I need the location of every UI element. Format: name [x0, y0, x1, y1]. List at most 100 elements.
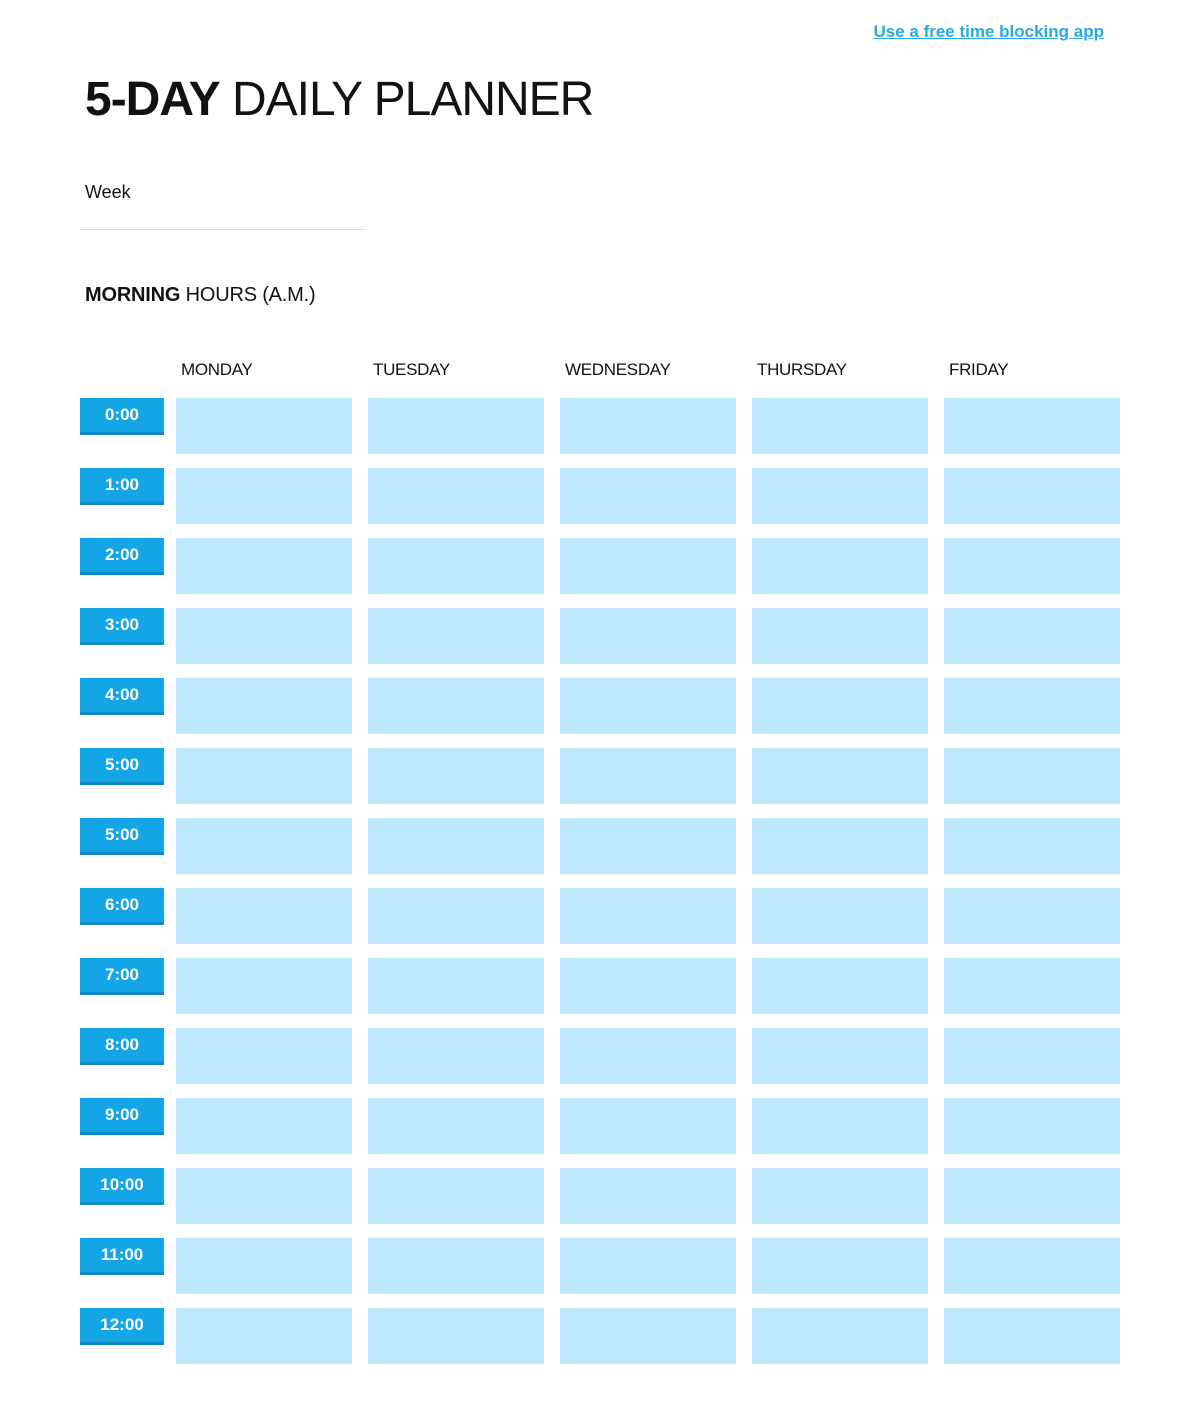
- time-label-wrap: 6:00: [80, 888, 176, 925]
- planner-cell-wednesday-2[interactable]: [560, 538, 736, 594]
- week-field: Week: [80, 182, 365, 230]
- planner-cell-wednesday-5[interactable]: [560, 748, 736, 804]
- planner-cell-friday-13[interactable]: [944, 1308, 1120, 1364]
- planner-cell-monday-1[interactable]: [176, 468, 352, 524]
- time-label: 12:00: [80, 1308, 164, 1345]
- time-label-wrap: 5:00: [80, 748, 176, 785]
- planner-cell-thursday-1[interactable]: [752, 468, 928, 524]
- planner-cell-friday-11[interactable]: [944, 1168, 1120, 1224]
- planner-cell-tuesday-0[interactable]: [368, 398, 544, 454]
- planner-cell-thursday-12[interactable]: [752, 1238, 928, 1294]
- planner-cell-thursday-5[interactable]: [752, 748, 928, 804]
- planner-cell-monday-11[interactable]: [176, 1168, 352, 1224]
- planner-cell-monday-6[interactable]: [176, 818, 352, 874]
- planner-cell-thursday-4[interactable]: [752, 678, 928, 734]
- planner-cell-monday-8[interactable]: [176, 958, 352, 1014]
- time-label-wrap: 11:00: [80, 1238, 176, 1275]
- planner-cell-tuesday-12[interactable]: [368, 1238, 544, 1294]
- planner-cell-friday-0[interactable]: [944, 398, 1120, 454]
- planner-cell-monday-13[interactable]: [176, 1308, 352, 1364]
- planner-cell-tuesday-11[interactable]: [368, 1168, 544, 1224]
- planner-cell-tuesday-6[interactable]: [368, 818, 544, 874]
- time-label-wrap: 7:00: [80, 958, 176, 995]
- time-label: 6:00: [80, 888, 164, 925]
- planner-cell-wednesday-4[interactable]: [560, 678, 736, 734]
- time-label: 5:00: [80, 748, 164, 785]
- planner-cell-tuesday-8[interactable]: [368, 958, 544, 1014]
- planner-cell-tuesday-7[interactable]: [368, 888, 544, 944]
- day-header-monday: MONDAY: [181, 360, 253, 379]
- planner-cell-wednesday-6[interactable]: [560, 818, 736, 874]
- planner-cell-wednesday-8[interactable]: [560, 958, 736, 1014]
- planner-cell-friday-9[interactable]: [944, 1028, 1120, 1084]
- time-blocking-app-link[interactable]: Use a free time blocking app: [873, 22, 1104, 41]
- planner-cell-friday-7[interactable]: [944, 888, 1120, 944]
- planner-cell-thursday-13[interactable]: [752, 1308, 928, 1364]
- planner-cell-monday-3[interactable]: [176, 608, 352, 664]
- planner-cell-tuesday-4[interactable]: [368, 678, 544, 734]
- hour-row-7: 6:00: [80, 888, 1120, 944]
- planner-cell-monday-0[interactable]: [176, 398, 352, 454]
- planner-cell-friday-8[interactable]: [944, 958, 1120, 1014]
- section-title-regular: HOURS (A.M.): [185, 284, 316, 306]
- planner-cell-friday-5[interactable]: [944, 748, 1120, 804]
- day-header-friday: FRIDAY: [949, 360, 1009, 379]
- planner-cell-thursday-6[interactable]: [752, 818, 928, 874]
- planner-cell-tuesday-1[interactable]: [368, 468, 544, 524]
- planner-cell-thursday-11[interactable]: [752, 1168, 928, 1224]
- planner-cell-monday-7[interactable]: [176, 888, 352, 944]
- planner-cell-wednesday-12[interactable]: [560, 1238, 736, 1294]
- time-label-wrap: 5:00: [80, 818, 176, 855]
- hour-row-3: 3:00: [80, 608, 1120, 664]
- time-label: 8:00: [80, 1028, 164, 1065]
- planner-cell-friday-1[interactable]: [944, 468, 1120, 524]
- planner-cell-thursday-2[interactable]: [752, 538, 928, 594]
- planner-cell-monday-10[interactable]: [176, 1098, 352, 1154]
- planner-cell-thursday-3[interactable]: [752, 608, 928, 664]
- planner-cell-wednesday-0[interactable]: [560, 398, 736, 454]
- planner-cell-friday-3[interactable]: [944, 608, 1120, 664]
- planner-cell-wednesday-7[interactable]: [560, 888, 736, 944]
- planner-cell-monday-4[interactable]: [176, 678, 352, 734]
- planner-cell-thursday-8[interactable]: [752, 958, 928, 1014]
- day-header-row: MONDAY TUESDAY WEDNESDAY THURSDAY FRIDAY: [80, 360, 1120, 380]
- time-label-wrap: 9:00: [80, 1098, 176, 1135]
- planner-cell-friday-2[interactable]: [944, 538, 1120, 594]
- planner-cell-thursday-7[interactable]: [752, 888, 928, 944]
- planner-cell-tuesday-13[interactable]: [368, 1308, 544, 1364]
- hour-row-13: 12:00: [80, 1308, 1120, 1364]
- planner-cell-wednesday-3[interactable]: [560, 608, 736, 664]
- planner-cell-wednesday-1[interactable]: [560, 468, 736, 524]
- planner-cell-wednesday-13[interactable]: [560, 1308, 736, 1364]
- planner-cell-friday-4[interactable]: [944, 678, 1120, 734]
- hour-row-11: 10:00: [80, 1168, 1120, 1224]
- planner-grid: MONDAY TUESDAY WEDNESDAY THURSDAY FRIDAY 0:00…: [80, 360, 1120, 1378]
- planner-cell-tuesday-2[interactable]: [368, 538, 544, 594]
- planner-cell-friday-10[interactable]: [944, 1098, 1120, 1154]
- planner-cell-monday-5[interactable]: [176, 748, 352, 804]
- planner-cell-tuesday-10[interactable]: [368, 1098, 544, 1154]
- hour-row-10: 9:00: [80, 1098, 1120, 1154]
- planner-cell-thursday-0[interactable]: [752, 398, 928, 454]
- planner-cell-wednesday-9[interactable]: [560, 1028, 736, 1084]
- time-label: 9:00: [80, 1098, 164, 1135]
- planner-cell-tuesday-3[interactable]: [368, 608, 544, 664]
- planner-cell-tuesday-5[interactable]: [368, 748, 544, 804]
- time-label-wrap: 1:00: [80, 468, 176, 505]
- section-title: MORNING HOURS (A.M.): [85, 284, 316, 307]
- planner-cell-tuesday-9[interactable]: [368, 1028, 544, 1084]
- week-input[interactable]: [80, 203, 365, 230]
- day-header-wednesday: WEDNESDAY: [565, 360, 671, 379]
- planner-cell-friday-6[interactable]: [944, 818, 1120, 874]
- time-label: 7:00: [80, 958, 164, 995]
- planner-cell-monday-12[interactable]: [176, 1238, 352, 1294]
- planner-cell-monday-9[interactable]: [176, 1028, 352, 1084]
- planner-cell-thursday-9[interactable]: [752, 1028, 928, 1084]
- hour-row-2: 2:00: [80, 538, 1120, 594]
- planner-cell-wednesday-11[interactable]: [560, 1168, 736, 1224]
- planner-cell-friday-12[interactable]: [944, 1238, 1120, 1294]
- planner-cell-thursday-10[interactable]: [752, 1098, 928, 1154]
- planner-cell-monday-2[interactable]: [176, 538, 352, 594]
- planner-cell-wednesday-10[interactable]: [560, 1098, 736, 1154]
